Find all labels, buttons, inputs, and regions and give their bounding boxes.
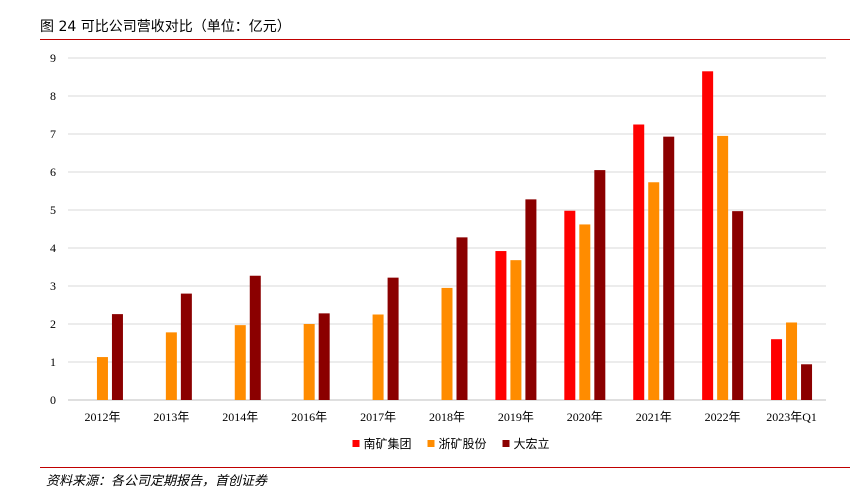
bars bbox=[96, 71, 813, 401]
figure-title: 图 24 可比公司营收对比（单位：亿元） bbox=[40, 19, 291, 35]
y-tick-label: 4 bbox=[50, 241, 56, 255]
y-tick-label: 8 bbox=[50, 89, 56, 103]
y-tick-label: 0 bbox=[50, 393, 56, 407]
bar bbox=[786, 322, 798, 400]
bar bbox=[180, 293, 192, 400]
title-rule bbox=[40, 39, 850, 40]
y-tick-label: 1 bbox=[50, 355, 56, 369]
bar bbox=[441, 287, 453, 400]
legend-label: 大宏立 bbox=[514, 436, 550, 451]
x-tick-label: 2023年Q1 bbox=[766, 410, 817, 424]
bar bbox=[249, 275, 261, 400]
bar bbox=[801, 364, 813, 400]
bar bbox=[525, 199, 537, 400]
bar bbox=[372, 314, 384, 400]
bar bbox=[510, 260, 522, 400]
source-note: 资料来源：各公司定期报告，首创证券 bbox=[46, 474, 268, 489]
legend-swatch bbox=[427, 440, 435, 447]
bar bbox=[456, 237, 468, 400]
bar bbox=[96, 357, 108, 400]
x-tick-label: 2017年 bbox=[360, 410, 396, 424]
bar bbox=[495, 251, 507, 400]
bar bbox=[564, 210, 576, 400]
y-tick-label: 3 bbox=[50, 279, 56, 293]
legend-swatch bbox=[352, 440, 360, 447]
revenue-comparison-chart: 0 1 2 3 4 5 6 7 8 9 2012年 2013年 2014年 2016年 2017年 2018… bbox=[50, 51, 826, 451]
y-tick-label: 5 bbox=[50, 203, 56, 217]
x-tick-label: 2019年 bbox=[498, 410, 534, 424]
bar bbox=[303, 324, 315, 400]
x-tick-label: 2016年 bbox=[291, 410, 327, 424]
y-tick-label: 2 bbox=[50, 317, 56, 331]
bar bbox=[663, 136, 675, 400]
bar bbox=[387, 277, 399, 400]
legend-swatch bbox=[502, 440, 510, 447]
y-tick-label: 7 bbox=[50, 127, 56, 141]
bar bbox=[318, 313, 330, 400]
bar bbox=[111, 314, 123, 400]
y-axis-ticks: 0 1 2 3 4 5 6 7 8 9 bbox=[50, 51, 56, 407]
bar bbox=[594, 170, 606, 400]
x-tick-label: 2018年 bbox=[429, 410, 465, 424]
x-tick-label: 2013年 bbox=[153, 410, 189, 424]
bar bbox=[633, 124, 645, 400]
y-tick-label: 6 bbox=[50, 165, 56, 179]
bar bbox=[579, 224, 591, 400]
source-rule bbox=[40, 467, 850, 468]
bar bbox=[771, 339, 783, 400]
x-axis-ticks: 2012年 2013年 2014年 2016年 2017年 2018年 2019年 2020年… bbox=[84, 410, 816, 424]
x-tick-label: 2012年 bbox=[84, 410, 120, 424]
legend-label: 浙矿股份 bbox=[439, 437, 487, 451]
bar bbox=[717, 135, 729, 400]
x-tick-label: 2020年 bbox=[567, 410, 603, 424]
y-tick-label: 9 bbox=[50, 51, 56, 65]
x-tick-label: 2014年 bbox=[222, 410, 258, 424]
bar bbox=[234, 325, 246, 400]
bar bbox=[702, 71, 714, 401]
legend: 南矿集团 浙矿股份 大宏立 bbox=[352, 436, 550, 451]
x-tick-label: 2022年 bbox=[705, 410, 741, 424]
x-tick-label: 2021年 bbox=[636, 410, 672, 424]
legend-label: 南矿集团 bbox=[364, 436, 412, 451]
bar bbox=[732, 211, 744, 400]
bar bbox=[648, 182, 660, 400]
bar bbox=[165, 332, 177, 400]
